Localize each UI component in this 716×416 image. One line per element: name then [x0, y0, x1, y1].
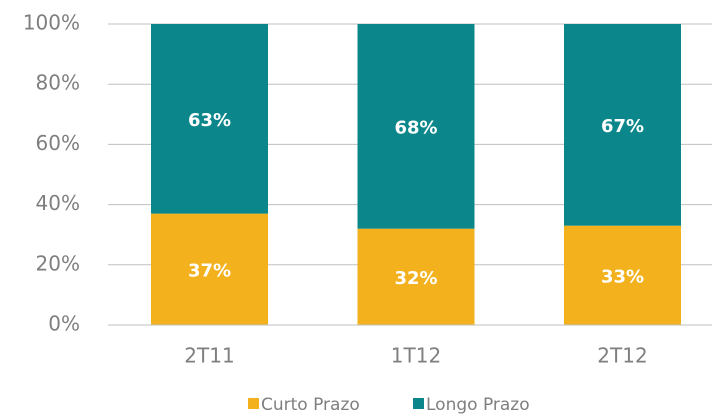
y-tick-label: 60% — [36, 131, 80, 155]
data-label: 32% — [394, 268, 437, 289]
y-tick-label: 80% — [36, 71, 80, 95]
bar-segment — [151, 213, 268, 325]
bar-segment — [564, 24, 681, 226]
data-label: 37% — [188, 260, 231, 281]
x-tick-label: 2T12 — [597, 344, 647, 368]
bar-segment — [357, 24, 475, 229]
bar-segment — [564, 225, 681, 325]
y-tick-label: 100% — [23, 11, 80, 35]
data-label: 67% — [601, 116, 644, 137]
legend-swatch — [248, 398, 259, 409]
data-label: 63% — [188, 110, 231, 131]
bar-segment — [151, 24, 268, 214]
y-tick-label: 40% — [36, 191, 80, 215]
y-tick-label: 20% — [36, 251, 80, 275]
y-tick-label: 0% — [48, 312, 80, 336]
legend-swatch — [413, 398, 424, 409]
legend-label: Longo Prazo — [426, 395, 530, 415]
bar-segment — [357, 228, 475, 325]
x-tick-label: 2T11 — [184, 344, 234, 368]
legend-label: Curto Prazo — [261, 395, 360, 415]
x-tick-label: 1T12 — [391, 344, 441, 368]
data-label: 68% — [394, 117, 437, 138]
data-label: 33% — [601, 266, 644, 287]
